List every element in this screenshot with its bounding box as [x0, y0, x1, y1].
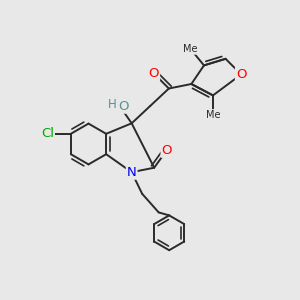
Text: Me: Me	[183, 44, 198, 54]
Text: O: O	[118, 100, 128, 113]
Text: O: O	[148, 67, 159, 80]
Text: O: O	[236, 68, 246, 81]
Text: N: N	[127, 166, 136, 179]
Text: Me: Me	[206, 110, 220, 120]
Text: H: H	[107, 98, 116, 111]
Text: Cl: Cl	[41, 127, 54, 140]
Text: O: O	[161, 144, 172, 157]
